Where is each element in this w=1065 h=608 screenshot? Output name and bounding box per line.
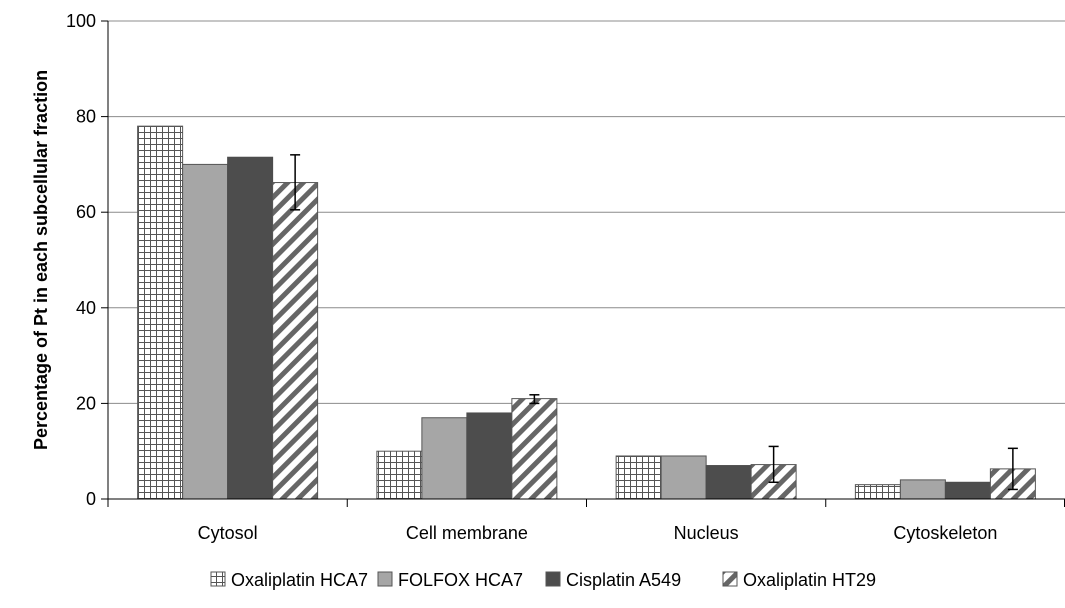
labels: 0 20 40 60 80 100 Cytosol Cell membrane Nucleus C… (66, 11, 997, 543)
axes (101, 20, 1065, 507)
bar (854, 484, 901, 500)
legend-label: Cisplatin A549 (566, 570, 681, 590)
legend-label: Oxaliplatin HT29 (743, 570, 876, 590)
legend-swatch (377, 571, 393, 587)
legend-swatch (210, 571, 226, 587)
x-category-label: Cytosol (198, 523, 258, 543)
legend: Oxaliplatin HCA7 FOLFOX HCA7 Cisplatin A54… (210, 570, 876, 590)
bar (182, 163, 229, 500)
bar (421, 417, 468, 500)
legend-swatch (722, 571, 738, 587)
bar (272, 182, 319, 500)
y-tick-label: 60 (76, 202, 96, 222)
bar (705, 465, 752, 500)
legend-label: Oxaliplatin HCA7 (231, 570, 368, 590)
bar (227, 156, 274, 500)
x-category-label: Cytoskeleton (893, 523, 997, 543)
legend-label: FOLFOX HCA7 (398, 570, 523, 590)
legend-swatch (545, 571, 561, 587)
y-tick-label: 100 (66, 11, 96, 31)
x-category-label: Nucleus (674, 523, 739, 543)
y-tick-label: 20 (76, 393, 96, 413)
bar (511, 398, 558, 500)
y-tick-label: 80 (76, 107, 96, 127)
bars (137, 125, 1036, 500)
bar (615, 455, 662, 500)
bar (137, 125, 184, 500)
bar (376, 450, 423, 500)
y-tick-label: 40 (76, 298, 96, 318)
x-category-label: Cell membrane (406, 523, 528, 543)
bar (899, 479, 946, 500)
y-tick-label: 0 (86, 489, 96, 509)
bar (660, 455, 707, 500)
bar (944, 481, 991, 500)
bar (466, 412, 513, 500)
y-axis-title: Percentage of Pt in each subcellular fra… (31, 70, 51, 450)
